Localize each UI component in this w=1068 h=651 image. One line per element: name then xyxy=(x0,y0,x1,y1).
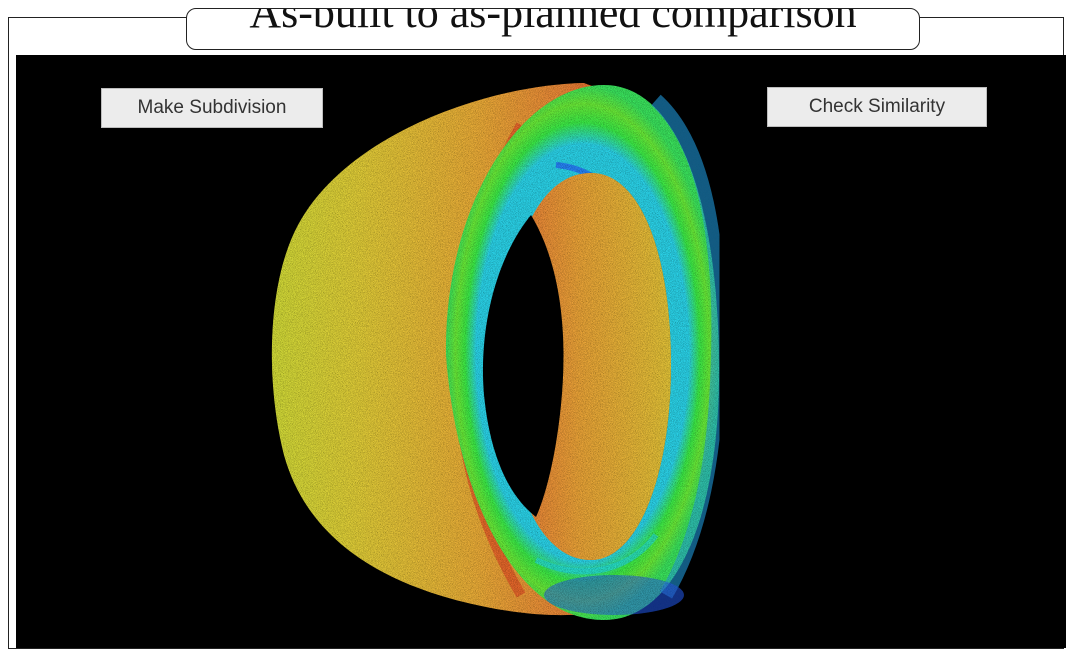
figure-title: As-built to as-planned comparison xyxy=(249,8,857,37)
ring-hole xyxy=(482,215,564,517)
3d-viewport[interactable]: Make Subdivision Check Similarity xyxy=(16,55,1066,648)
check-similarity-button[interactable]: Check Similarity xyxy=(767,87,987,127)
title-tab: As-built to as-planned comparison xyxy=(186,8,920,50)
point-cloud-scene[interactable] xyxy=(16,55,1066,648)
figure-frame: As-built to as-planned comparison xyxy=(8,8,1064,649)
make-subdivision-button[interactable]: Make Subdivision xyxy=(101,88,323,128)
